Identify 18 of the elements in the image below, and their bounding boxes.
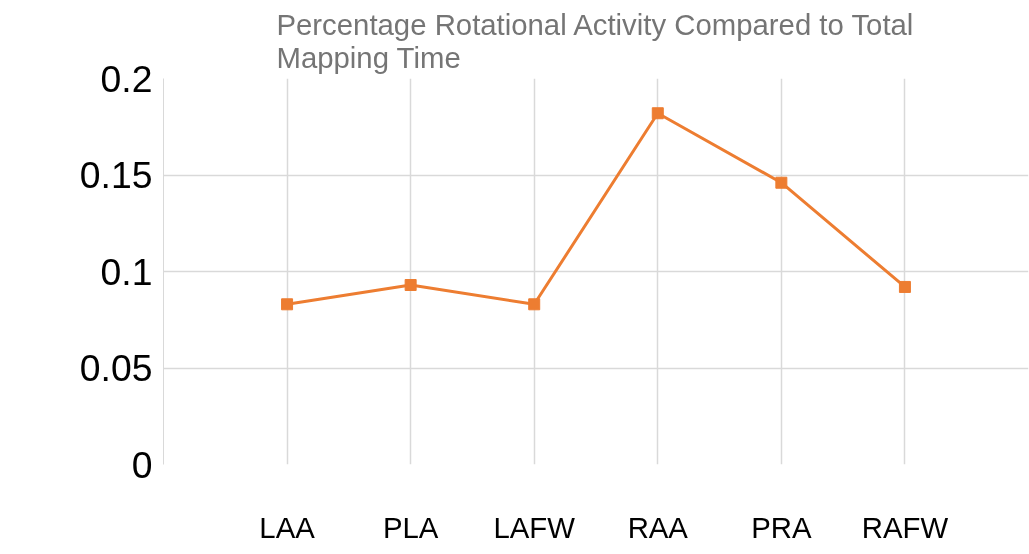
chart-title: Percentage Rotational Activity Compared to Total Mapping Time	[276, 7, 914, 74]
point	[281, 298, 294, 311]
x-tick-label: LAFW	[493, 510, 576, 544]
y-tick-label: 0.2	[100, 57, 153, 100]
point	[775, 176, 788, 189]
x-tick-label: PLA	[382, 510, 439, 544]
y-tick-label: 0.05	[79, 347, 153, 389]
x-tick-label: RAA	[627, 510, 689, 544]
y-tick-label: 0	[131, 443, 153, 486]
y-tick-label: 0.15	[79, 154, 153, 196]
point	[898, 280, 911, 293]
x-tick-label: PRA	[751, 510, 812, 544]
point	[651, 107, 664, 120]
x-tick-label: LAA	[259, 510, 316, 544]
point	[528, 298, 541, 311]
x-tick-label: RAFW	[861, 510, 949, 544]
point	[404, 279, 417, 292]
y-tick-label: 0.1	[100, 250, 153, 293]
